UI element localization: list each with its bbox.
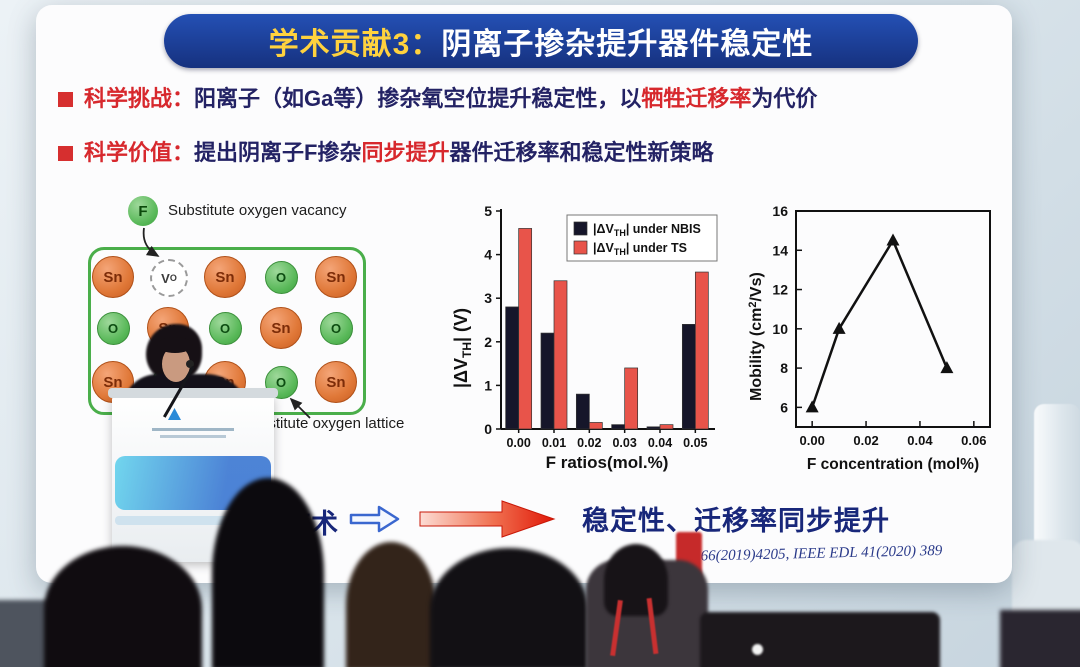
svg-text:10: 10	[772, 321, 788, 337]
svg-text:F concentration (mol%): F concentration (mol%)	[807, 456, 979, 473]
slide-title-banner: 学术贡献3： 阴离子掺杂提升器件稳定性	[164, 14, 918, 68]
red-arrow-icon	[419, 500, 556, 538]
svg-text:0: 0	[484, 421, 492, 437]
bullet1-highlight: 牺牲迁移率	[641, 86, 752, 111]
bullet2-tail: 器件迁移率和稳定性新策略	[449, 140, 714, 165]
svg-text:3: 3	[484, 290, 492, 306]
bullet1-text: 阳离子（如Ga等）掺杂氧空位提升稳定性，以	[194, 86, 642, 111]
lattice-o-atom: O	[264, 260, 298, 294]
fluorine-label: F	[138, 202, 148, 220]
svg-text:|ΔVTH| under NBIS: |ΔVTH| under NBIS	[593, 222, 701, 238]
lattice-sn-atom: Sn	[92, 256, 134, 298]
audience-head-5	[604, 544, 668, 616]
bullet2-text: 提出阴离子F掺杂	[194, 140, 362, 165]
podium-top-surface	[108, 388, 278, 398]
lattice-o-atom: O	[208, 311, 242, 345]
svg-text:5: 5	[484, 203, 492, 219]
lattice-sn-atom: Sn	[260, 307, 302, 349]
bullet2-label: 科学价值：	[84, 140, 195, 165]
mobility-line-chart-svg: 6 8 10 12 14 16 0.00 0.02 0.04 0.06 F concentratio…	[747, 203, 991, 473]
dark-corner-shape	[1000, 610, 1080, 667]
svg-text:14: 14	[772, 242, 788, 258]
lattice-sn-atom: Sn	[315, 361, 357, 403]
svg-text:0.00: 0.00	[506, 436, 530, 450]
svg-text:0.02: 0.02	[853, 433, 878, 448]
fluorine-atom-icon: F	[128, 196, 158, 226]
vth-bar-chart-svg: 0 1 2 3 4 5 0.00 0.01 0.02 0.03 0.04 0.05 F ratios(m…	[451, 203, 718, 472]
slide-title-main: 阴离子掺杂提升器件稳定性	[441, 28, 814, 61]
podium-graphic-stripe	[115, 516, 271, 525]
svg-text:6: 6	[780, 399, 788, 415]
bullet2-highlight: 同步提升	[361, 140, 450, 165]
lattice-atoms: SnVOSnOSnOSnOSnOSnOSnOSn	[86, 190, 446, 480]
bullet-square-icon	[58, 146, 73, 161]
lattice-sn-atom: Sn	[315, 256, 357, 298]
audience-head-4	[430, 548, 588, 667]
bottom-right-text: 稳定性、迁移率同步提升	[582, 506, 890, 536]
svg-text:1: 1	[484, 377, 492, 393]
svg-text:0.05: 0.05	[683, 436, 707, 450]
slide-title-prefix: 学术贡献3：	[268, 28, 442, 61]
podium-text-line	[160, 435, 226, 438]
blue-arrow-icon	[349, 505, 400, 533]
svg-text:4: 4	[484, 247, 492, 263]
vth-bar-chart: 0 1 2 3 4 5 0.00 0.01 0.02 0.03 0.04 0.05 F ratios(m…	[451, 203, 721, 475]
svg-text:16: 16	[772, 203, 788, 219]
svg-text:Mobility (cm2/Vs): Mobility (cm2/Vs)	[747, 272, 765, 401]
citation: D 66(2019)4205, IEEE EDL 41(2020) 389	[685, 542, 943, 565]
svg-text:0.06: 0.06	[961, 433, 986, 448]
bullet1-tail: 为代价	[751, 86, 818, 111]
svg-text:0.02: 0.02	[577, 436, 601, 450]
vacancy-annotation: Substitute oxygen vacancy	[168, 202, 347, 219]
bullet-science-challenge: 科学挑战：阳离子（如Ga等）掺杂氧空位提升稳定性，以牺牲迁移率为代价	[58, 85, 1002, 114]
podium-text-line	[152, 428, 234, 431]
laptop-logo-icon	[752, 644, 763, 655]
bullet1-label: 科学挑战：	[84, 86, 195, 111]
svg-text:F ratios(mol.%): F ratios(mol.%)	[546, 453, 669, 472]
podium-logo-icon	[168, 408, 181, 420]
svg-text:|ΔVTH| (V): |ΔVTH| (V)	[451, 308, 474, 388]
bullet-science-value: 科学价值：提出阴离子F掺杂同步提升器件迁移率和稳定性新策略	[58, 139, 1002, 168]
svg-text:|ΔVTH| under TS: |ΔVTH| under TS	[593, 241, 687, 257]
svg-text:12: 12	[772, 282, 788, 298]
audience-head-2	[212, 478, 324, 667]
mobility-line-chart: 6 8 10 12 14 16 0.00 0.02 0.04 0.06 F concentratio…	[746, 201, 1010, 477]
svg-text:0.00: 0.00	[800, 433, 825, 448]
audience-head-3	[346, 542, 436, 667]
lattice-annotation: Substitute oxygen lattice	[241, 415, 405, 432]
presenter-hair-fringe	[157, 337, 193, 353]
svg-text:8: 8	[780, 360, 788, 376]
bullet-square-icon	[58, 92, 73, 107]
lattice-sn-atom: Sn	[204, 256, 246, 298]
crystal-lattice-diagram: F Substitute oxygen vacancy Sn VO Sn O Sn O Sn…	[86, 190, 446, 480]
svg-text:0.04: 0.04	[907, 433, 933, 448]
microphone-icon	[186, 360, 194, 368]
lattice-o-atom: O	[319, 311, 353, 345]
audience-head-1	[44, 546, 202, 667]
laptop-silhouette	[700, 612, 940, 667]
svg-text:0.04: 0.04	[648, 436, 672, 450]
lattice-o-atom: O	[96, 311, 130, 345]
svg-text:0.03: 0.03	[612, 436, 636, 450]
svg-text:2: 2	[484, 334, 492, 350]
svg-text:0.01: 0.01	[542, 436, 566, 450]
